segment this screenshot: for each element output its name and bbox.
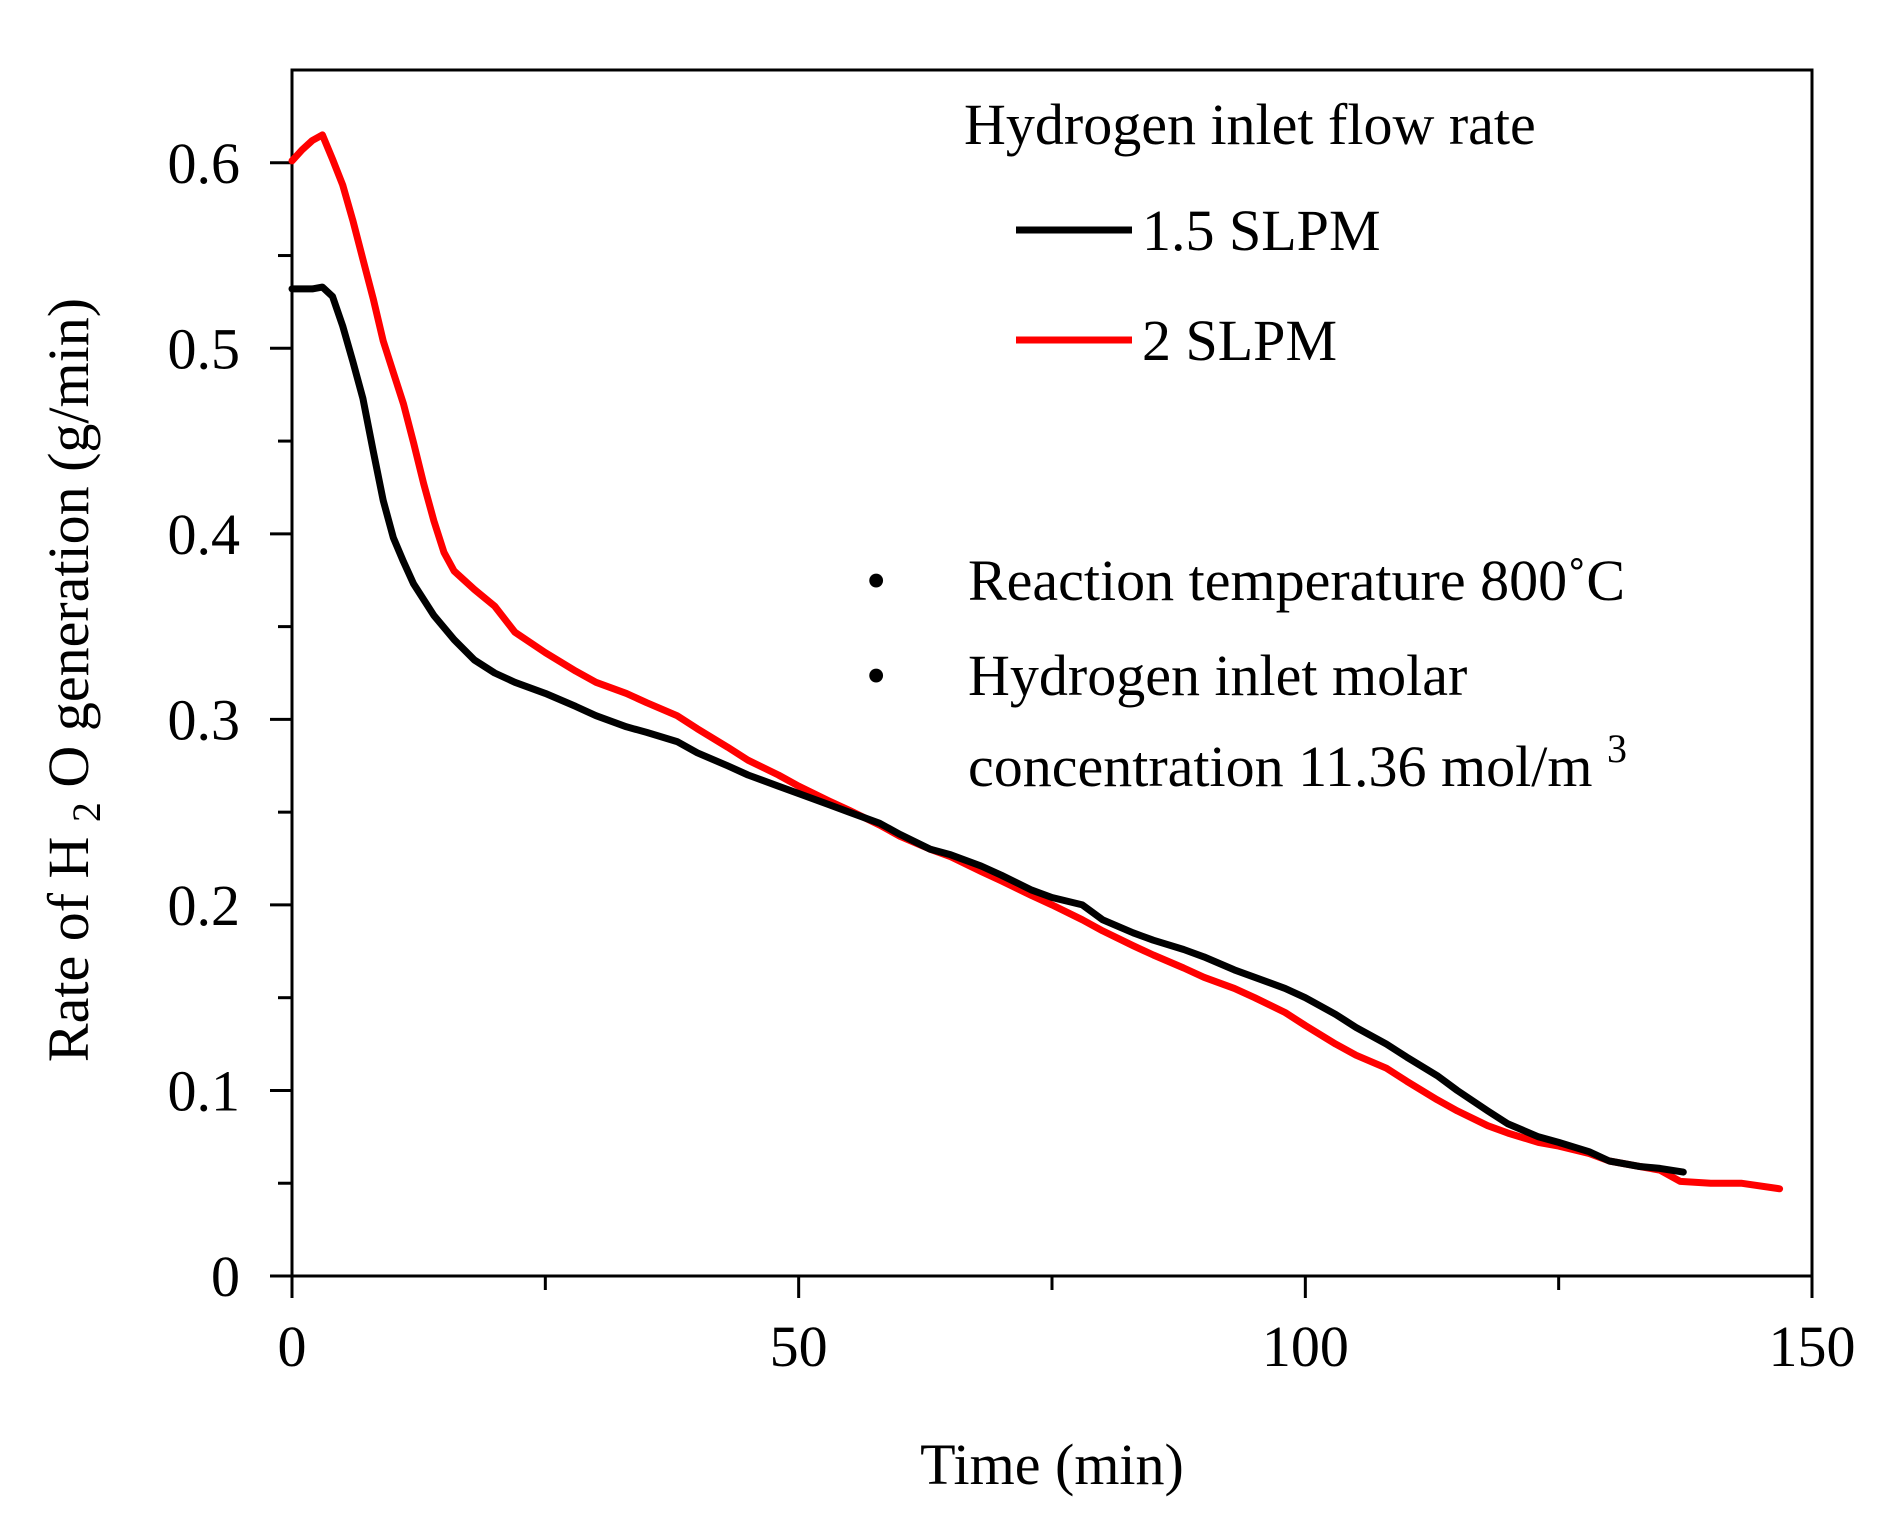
y-axis-title-species-sub: 2 (64, 802, 109, 822)
y-axis-title-prefix: Rate of (36, 878, 101, 1062)
annotation-reaction-temperature: Reaction temperature 800˚C (968, 548, 1625, 613)
series-layer (288, 131, 1784, 1193)
y-tick-label: 0.2 (168, 873, 241, 938)
y-tick-label: 0.4 (168, 502, 241, 567)
x-tick-label: 50 (770, 1314, 828, 1379)
series-line-1-5-slpm (288, 283, 1687, 1176)
y-axis-title-suffix: generation (g/min) (36, 298, 101, 731)
x-axis: 0 50 100 150 (278, 1276, 1856, 1379)
y-tick-label: 0.6 (168, 131, 241, 196)
y-axis: 0 0.1 0.2 0.3 0.4 0.5 0.6 (168, 131, 292, 1309)
y-axis-title-species-rest: O (36, 746, 101, 788)
y-tick-label: 0.3 (168, 687, 241, 752)
y-tick-label: 0.1 (168, 1058, 241, 1123)
annotation-molar-concentration-superscript: 3 (1607, 726, 1627, 771)
legend-label-1-5-slpm: 1.5 SLPM (1142, 198, 1381, 263)
legend-title: Hydrogen inlet flow rate (964, 92, 1536, 157)
annotation-molar-concentration-line-2: concentration 11.36 mol/m 3 (968, 726, 1627, 799)
x-axis-title: Time (min) (920, 1432, 1184, 1497)
x-tick-label: 0 (278, 1314, 307, 1379)
y-axis-title: Rate of H 2 O generation (g/min) (36, 298, 113, 1062)
legend: Hydrogen inlet flow rate 1.5 SLPM 2 SLPM (964, 92, 1536, 373)
y-axis-title-species-main: H (36, 837, 101, 879)
annotation-bullet-molar-concentration: • (866, 643, 886, 708)
annotation-bullet-reaction-temperature: • (866, 548, 886, 613)
y-tick-label: 0.5 (168, 316, 241, 381)
x-tick-label: 150 (1769, 1314, 1856, 1379)
annotation-molar-concentration-line-1: Hydrogen inlet molar (968, 643, 1467, 708)
legend-label-2-slpm: 2 SLPM (1142, 308, 1337, 373)
annotation-molar-concentration-text: concentration 11.36 mol/m (968, 734, 1592, 799)
annotation-notes: • Reaction temperature 800˚C • Hydrogen … (866, 548, 1627, 799)
y-tick-label: 0 (211, 1244, 240, 1309)
x-tick-label: 100 (1262, 1314, 1349, 1379)
